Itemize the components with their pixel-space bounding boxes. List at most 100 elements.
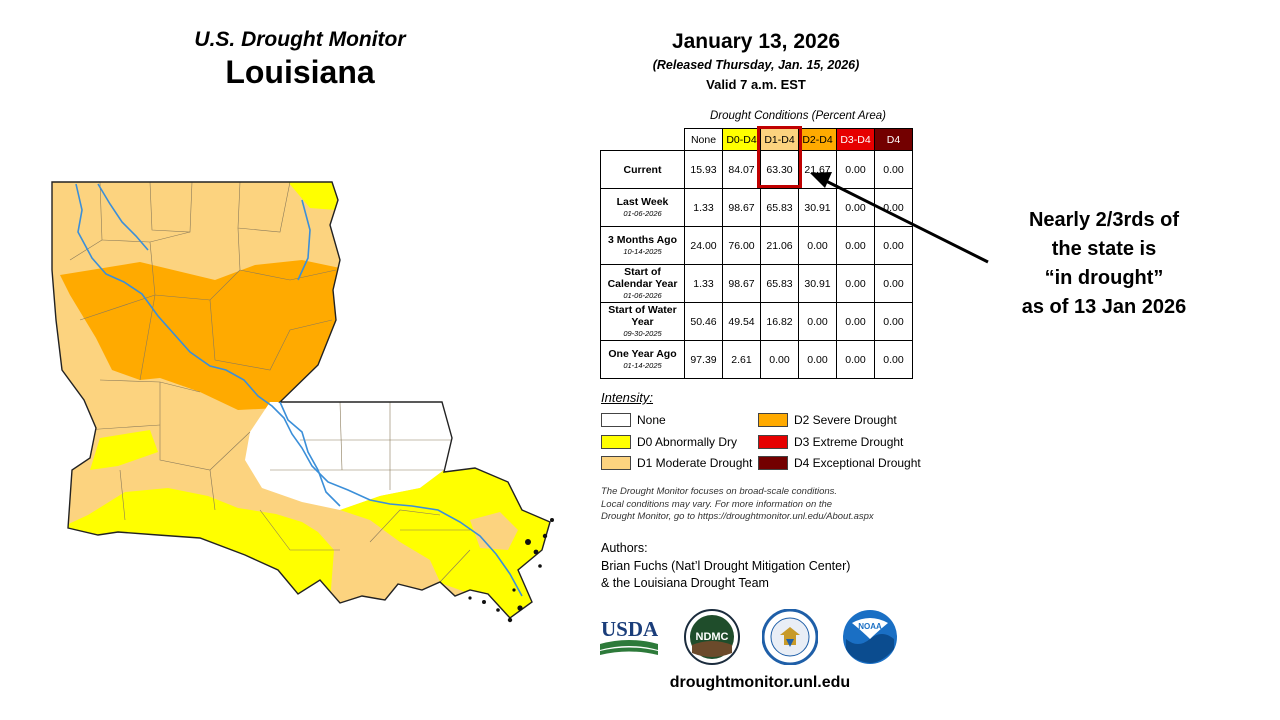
- annotation-line: Nearly 2/3rds of: [1028, 209, 1180, 231]
- row-label: Start of Water Year 09-30-2025: [600, 302, 685, 341]
- legend-item-d2: D2 Severe Drought: [758, 413, 897, 427]
- table-row: Start of Calendar Year 01-06-2026 1.33 98…: [600, 264, 913, 303]
- table-cell: 98.67: [722, 188, 761, 227]
- rivers: [75, 183, 523, 597]
- authors-line: Authors:: [601, 541, 648, 555]
- row-sublabel: 01-06-2026: [623, 208, 662, 218]
- row-label: Last Week 01-06-2026: [600, 188, 685, 227]
- map-brand-title: U.S. Drought Monitor: [194, 28, 406, 51]
- legend-swatch: [601, 413, 631, 427]
- ndmc-logo: NDMC: [684, 609, 740, 665]
- table-cell: 63.30: [760, 150, 799, 189]
- row-label-text: Current: [623, 163, 662, 176]
- table-cell: 0.00: [836, 226, 875, 265]
- table-cell: 0.00: [836, 150, 875, 189]
- table-cell: 65.83: [760, 188, 799, 227]
- table-cell: 0.00: [836, 302, 875, 341]
- table-cell: 0.00: [836, 188, 875, 227]
- table-cell: 50.46: [684, 302, 723, 341]
- table-row: One Year Ago 01-14-2025 97.39 2.61 0.00 0…: [600, 340, 913, 379]
- annotation-line: the state is: [1051, 238, 1157, 260]
- table-cell: 21.06: [760, 226, 799, 265]
- noaa-logo: NOAA: [843, 610, 897, 664]
- legend-swatch: [758, 456, 788, 470]
- legend-swatch: [601, 435, 631, 449]
- table-cell: 0.00: [836, 264, 875, 303]
- legend-swatch: [601, 456, 631, 470]
- table-row: 3 Months Ago 10-14-2025 24.00 76.00 21.06…: [600, 226, 913, 265]
- column-header-d3-d4: D3-D4: [836, 128, 875, 151]
- legend-item-d1: D1 Moderate Drought: [601, 456, 752, 470]
- legend-item-none: None: [601, 413, 666, 427]
- table-corner: [600, 128, 685, 151]
- row-label-text: 3 Months Ago: [607, 233, 678, 246]
- table-cell: 0.00: [798, 302, 837, 341]
- column-header-none: None: [684, 128, 723, 151]
- table-cell: 49.54: [722, 302, 761, 341]
- legend-item-d3: D3 Extreme Drought: [758, 435, 903, 449]
- note-line: Local conditions may vary. For more info…: [601, 498, 833, 510]
- row-label: Current: [600, 150, 685, 189]
- legend-label: D3 Extreme Drought: [794, 435, 904, 449]
- row-label: Start of Calendar Year 01-06-2026: [600, 264, 685, 303]
- row-label-text: Start of Calendar Year: [607, 265, 678, 290]
- release-date: (Released Thursday, Jan. 15, 2026): [652, 58, 860, 72]
- commerce-seal-logo: [762, 609, 818, 665]
- d0-band-west: [90, 430, 158, 470]
- table-cell: 24.00: [684, 226, 723, 265]
- table-cell: 15.93: [684, 150, 723, 189]
- svg-text:USDA: USDA: [601, 617, 658, 641]
- column-header-d4: D4: [874, 128, 913, 151]
- valid-time: Valid 7 a.m. EST: [706, 77, 806, 92]
- d1-coast-patch-2: [470, 512, 518, 550]
- table-cell: 0.00: [874, 188, 913, 227]
- d0-band-southeast: [340, 460, 550, 618]
- table-cell: 30.91: [798, 264, 837, 303]
- table-cell: 16.82: [760, 302, 799, 341]
- row-sublabel: 01-06-2026: [623, 290, 662, 300]
- table-cell: 1.33: [684, 188, 723, 227]
- authors-block: Authors: Brian Fuchs (Nat’l Drought Miti…: [601, 540, 850, 593]
- table-cell: 0.00: [798, 340, 837, 379]
- state-outline: [51, 181, 551, 619]
- legend-swatch: [758, 413, 788, 427]
- table-row: Last Week 01-06-2026 1.33 98.67 65.83 30.…: [600, 188, 913, 227]
- table-cell: 98.67: [722, 264, 761, 303]
- table-caption: Drought Conditions (Percent Area): [710, 110, 886, 122]
- table-cell: 0.00: [874, 264, 913, 303]
- date-block: January 13, 2026 (Released Thursday, Jan…: [580, 30, 932, 92]
- table-cell: 0.00: [874, 340, 913, 379]
- d1-d4-highlight-box: [757, 126, 802, 188]
- disclaimer-note: The Drought Monitor focuses on broad-sca…: [601, 486, 921, 524]
- table-cell: 0.00: [836, 340, 875, 379]
- table-cell: 0.00: [874, 226, 913, 265]
- map-state-title: Louisiana: [225, 54, 375, 90]
- table-row: Start of Water Year 09-30-2025 50.46 49.5…: [600, 302, 913, 341]
- svg-text:NDMC: NDMC: [696, 631, 729, 643]
- map-header: U.S. Drought Monitor Louisiana: [120, 28, 480, 91]
- d1-coast-patch: [340, 510, 440, 588]
- table-cell: 0.00: [798, 226, 837, 265]
- column-header-d0-d4: D0-D4: [722, 128, 761, 151]
- table-cell: 97.39: [684, 340, 723, 379]
- legend-item-d4: D4 Exceptional Drought: [758, 456, 921, 470]
- annotation-line: as of 13 Jan 2026: [1021, 296, 1187, 318]
- table-cell: 0.00: [874, 150, 913, 189]
- legend-label: D2 Severe Drought: [794, 413, 897, 427]
- legend-label: None: [637, 413, 666, 427]
- row-label: 3 Months Ago 10-14-2025: [600, 226, 685, 265]
- louisiana-drought-map: [51, 181, 554, 623]
- svg-text:NOAA: NOAA: [858, 622, 882, 631]
- legend-title: Intensity:: [601, 390, 654, 405]
- legend-label: D4 Exceptional Drought: [794, 456, 921, 470]
- note-line: Drought Monitor, go to https://droughtmo…: [601, 511, 874, 522]
- usda-logo: USDA: [600, 617, 658, 655]
- annotation-callout: Nearly 2/3rds of the state is “in drough…: [998, 206, 1210, 322]
- row-label-text: Last Week: [616, 195, 669, 208]
- row-sublabel: 01-14-2025: [623, 360, 662, 370]
- legend-swatch: [758, 435, 788, 449]
- report-date: January 13, 2026: [671, 30, 841, 53]
- table-cell: 21.67: [798, 150, 837, 189]
- table-cell: 76.00: [722, 226, 761, 265]
- coast-islands: [468, 518, 554, 623]
